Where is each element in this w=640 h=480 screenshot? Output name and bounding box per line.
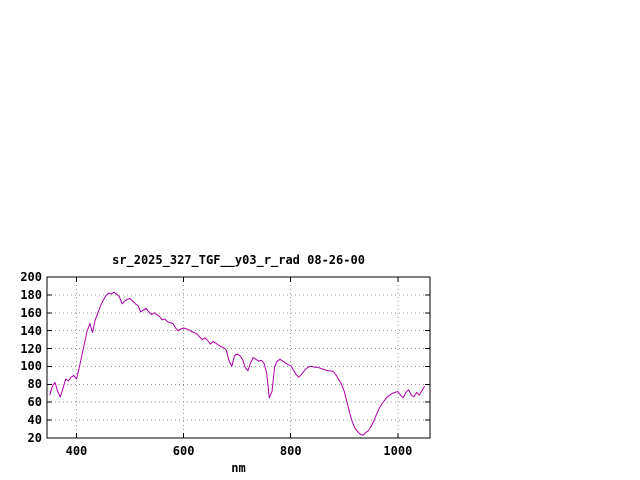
y-tick-label: 120	[20, 341, 42, 356]
x-axis-title: nm	[231, 461, 246, 475]
plot-border	[46, 276, 431, 439]
y-tick-label: 160	[20, 305, 42, 320]
y-tick-label: 140	[20, 323, 42, 338]
y-tick-label: 80	[27, 377, 42, 392]
x-tick-label: 800	[279, 444, 302, 458]
y-tick-label: 40	[27, 413, 42, 428]
y-tick-label: 60	[27, 395, 42, 410]
chart-title: sr_2025_327_TGF__y03_r_rad 08-26-00	[112, 253, 365, 267]
x-tick-label: 600	[172, 444, 195, 458]
y-tick-label: 180	[20, 287, 42, 302]
x-tick-label: 400	[65, 444, 88, 458]
y-tick-label: 100	[20, 359, 42, 374]
series-line	[49, 291, 426, 436]
y-tick-label: 200	[20, 270, 42, 284]
y-tick-label: 20	[27, 431, 42, 445]
x-tick-label: 1000	[383, 444, 413, 458]
